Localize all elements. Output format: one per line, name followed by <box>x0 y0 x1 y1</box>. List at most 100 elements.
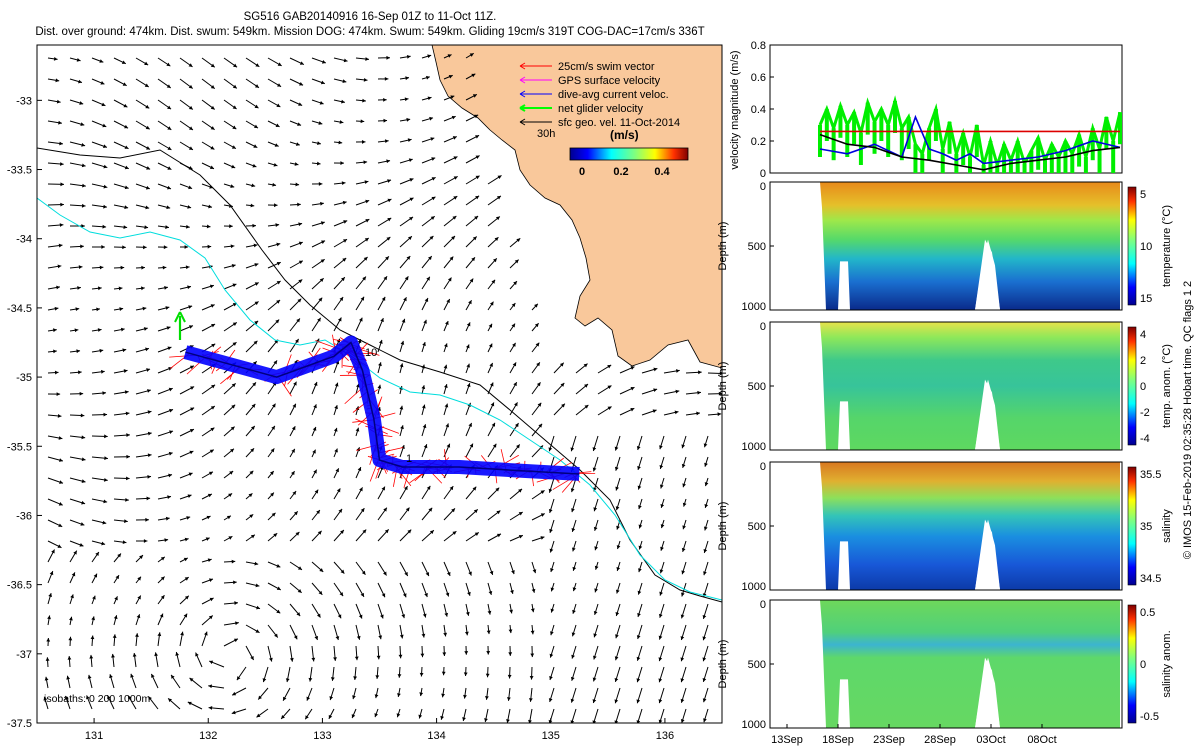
geo-vector-head <box>658 719 663 723</box>
geo-vector-head <box>188 472 193 477</box>
geo-vector-head <box>272 182 277 187</box>
geo-vector-head <box>362 98 366 103</box>
geo-vector-head <box>232 84 237 89</box>
land-mass <box>431 45 722 369</box>
geo-vector-head <box>702 677 707 682</box>
geo-vector-head <box>79 101 84 105</box>
geo-vector-head <box>341 99 345 104</box>
geo-vector-head <box>271 403 276 408</box>
geo-vector-head <box>114 596 118 601</box>
geo-vector-head <box>168 387 173 392</box>
geo-vector-head <box>165 306 170 310</box>
depth-axis-label: Depth (m) <box>717 222 729 271</box>
geo-vector-head <box>251 403 256 408</box>
geo-vector-head <box>549 676 553 680</box>
geo-vector-head <box>154 652 159 657</box>
geo-vector-head <box>337 317 342 322</box>
geo-vector-head <box>123 369 128 373</box>
geo-vector-head <box>423 444 428 449</box>
colorbar-label: temperature (°C) <box>1161 205 1173 287</box>
geo-vector-head <box>365 199 370 204</box>
geo-vector-head <box>444 403 449 408</box>
geo-vector-head <box>90 635 95 640</box>
geo-vector-head <box>147 431 152 436</box>
geo-vector-head <box>548 698 553 703</box>
geo-vector-head <box>387 198 392 203</box>
geo-vector-head <box>277 62 282 66</box>
geo-vector-head <box>99 59 104 63</box>
geo-vector-head <box>190 386 195 390</box>
geo-vector-head <box>486 630 491 635</box>
depth-tick-label: 500 <box>748 521 766 533</box>
geo-vector-head <box>425 75 430 80</box>
geo-vector-head <box>293 511 298 516</box>
geo-vector-head <box>592 720 597 723</box>
geo-vector-head <box>571 508 575 513</box>
geo-vector-head <box>488 343 493 348</box>
geo-vector-head <box>276 586 281 590</box>
geo-vector-head <box>269 471 274 475</box>
geo-vector-head <box>79 391 84 396</box>
velocity-ylabel: velocity magnitude (m/s) <box>729 50 741 169</box>
geo-vector-head <box>295 338 299 343</box>
geo-vector-head <box>405 507 410 512</box>
geo-vector-head <box>378 339 383 344</box>
depth-tick-label: 500 <box>748 241 766 253</box>
geo-vector-head <box>465 344 470 349</box>
section-colorbar <box>1127 604 1137 724</box>
velocity-series <box>818 95 1122 173</box>
geo-vector-head <box>387 179 392 183</box>
geo-vector-head <box>103 204 107 209</box>
velocity-panel: 0 0.2 0.4 0.6 0.8 velocity magnitude (m/s) <box>729 40 1123 180</box>
geo-vector-head <box>449 486 454 491</box>
geo-vector-head <box>340 530 344 534</box>
geo-vector-head <box>97 328 102 332</box>
geo-vector-head <box>528 698 533 702</box>
geo-vector-head <box>209 449 214 454</box>
geo-vector-head <box>342 200 347 205</box>
date-tick-label: 23Sep <box>873 734 905 746</box>
geo-vector-head <box>276 103 281 107</box>
geo-vector-head <box>314 489 319 494</box>
geo-vector-head <box>188 126 193 130</box>
geo-vector-head <box>208 615 213 620</box>
geo-vector-head <box>204 631 208 636</box>
geo-vector-head <box>318 182 323 186</box>
geo-vector-head <box>548 488 553 493</box>
map-y-tick-label: -37.5 <box>7 718 32 730</box>
geo-vector-head <box>486 650 491 655</box>
geo-vector-head <box>297 298 302 303</box>
geo-vector-head <box>474 216 479 220</box>
geo-vector-head <box>376 655 381 660</box>
geo-vector-head <box>76 58 81 62</box>
geo-vector-head <box>571 632 576 637</box>
geo-vector-head <box>697 390 701 395</box>
geo-vector-head <box>184 595 189 600</box>
geo-vector-head <box>516 238 521 243</box>
geo-vector-head <box>485 696 489 700</box>
geo-vector-head <box>406 54 411 59</box>
geo-vector-head <box>463 672 468 677</box>
geo-vector-head <box>638 568 642 573</box>
geo-vector-head <box>273 162 278 167</box>
geo-vector-head <box>81 163 86 168</box>
geo-vector-head <box>548 508 553 513</box>
geo-vector-head <box>210 145 215 150</box>
geo-vector-head <box>146 146 151 150</box>
geo-vector-head <box>135 633 139 637</box>
geo-vector-head <box>255 583 260 588</box>
geo-vector-head <box>57 544 62 548</box>
geo-vector-head <box>195 652 199 657</box>
geo-vector-head <box>312 449 316 454</box>
geo-vector-head <box>360 119 365 124</box>
geo-vector-head <box>317 141 321 146</box>
geo-vector-head <box>637 465 641 470</box>
geo-vector-head <box>318 297 323 302</box>
legend-time-note: 30h <box>537 128 555 140</box>
geo-vector-head <box>469 53 474 57</box>
geo-vector-head <box>297 566 302 570</box>
geo-vector-head <box>638 524 643 529</box>
geo-vector-head <box>357 467 362 472</box>
geo-vector-head <box>146 496 151 501</box>
section-nodata <box>975 519 1000 590</box>
